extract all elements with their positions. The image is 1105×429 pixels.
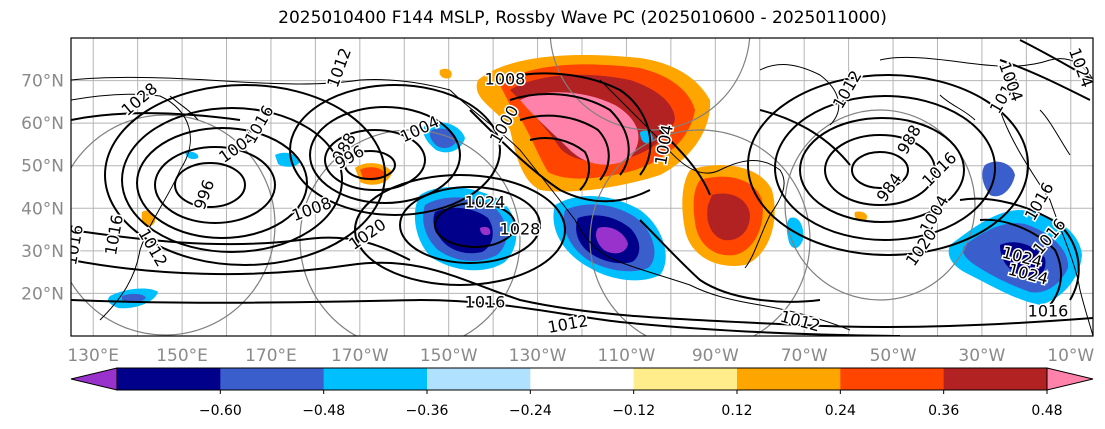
longitude-tick-label: 170°W: [331, 346, 389, 366]
rossby-wave-anomaly-fills: [108, 54, 1082, 309]
longitude-tick-label: 170°E: [245, 346, 297, 366]
colorbar-frame: [116, 367, 1048, 391]
plot-frame: [70, 37, 1094, 337]
colorbar: [70, 367, 1094, 391]
colorbar-tick-label: 0.24: [825, 403, 856, 419]
colorbar-segment: [323, 368, 428, 390]
longitude-tick-label: 30°W: [958, 346, 1005, 366]
longitude-tick-label: 110°W: [598, 346, 656, 366]
colorbar-tick-label: −0.24: [509, 403, 552, 419]
longitude-tick-label: 10°W: [1047, 346, 1094, 366]
colorbar-labels: −0.60 −0.48 −0.36 −0.24 −0.12 0.12 0.24 0.36 0.4…: [199, 390, 1063, 419]
colorbar-segment: [840, 368, 945, 390]
colorbar-tick-label: −0.36: [406, 403, 449, 419]
colorbar-tick-label: 0.12: [721, 403, 752, 419]
colorbar-segment: [737, 368, 841, 390]
isobar-label: 1024: [465, 193, 506, 212]
latitude-tick-label: 50°N: [21, 157, 64, 177]
longitude-tick-label: 150°W: [420, 346, 478, 366]
colorbar-extend-max: [1046, 367, 1094, 391]
colorbar-extend-min: [70, 367, 118, 391]
longitude-tick-label: 130°W: [509, 346, 567, 366]
longitude-tick-label: 50°W: [870, 346, 917, 366]
longitude-tick-label: 90°W: [692, 346, 739, 366]
colorbar-tick-label: −0.60: [199, 403, 242, 419]
latitude-tick-label: 20°N: [21, 284, 64, 304]
latitude-tick-label: 40°N: [21, 199, 64, 219]
isobar-label: 1008: [485, 70, 526, 89]
colorbar-segment: [633, 368, 738, 390]
longitude-tick-labels: 130°E 150°E 170°E 170°W 150°W 130°W 110°W 90°W 7…: [67, 346, 1094, 366]
latitude-tick-labels: 70°N 60°N 50°N 40°N 30°N 20°N: [21, 72, 64, 305]
colorbar-segment: [943, 368, 1048, 390]
latitude-tick-label: 70°N: [21, 72, 64, 92]
longitude-tick-label: 150°E: [156, 346, 208, 366]
latitude-tick-label: 30°N: [21, 242, 64, 262]
isobar-label: 1016: [1028, 302, 1069, 321]
colorbar-tick-label: −0.48: [302, 403, 345, 419]
colorbar-segment: [530, 368, 635, 390]
colorbar-tick-label: 0.48: [1031, 403, 1062, 419]
colorbar-segment: [427, 368, 531, 390]
colorbar-segment: [220, 368, 325, 390]
isobar-label: 1028: [500, 220, 541, 239]
longitude-tick-label: 70°W: [781, 346, 828, 366]
colorbar-tick-label: 0.36: [928, 403, 959, 419]
isobar-label: 1016: [465, 293, 506, 312]
longitude-tick-label: 130°E: [67, 346, 119, 366]
map-title: 2025010400 F144 MSLP, Rossby Wave PC (20…: [278, 8, 887, 28]
latitude-tick-label: 60°N: [21, 114, 64, 134]
mslp-isobars: [71, 39, 1093, 336]
colorbar-tick-label: −0.12: [612, 403, 655, 419]
colorbar-segment: [117, 368, 221, 390]
